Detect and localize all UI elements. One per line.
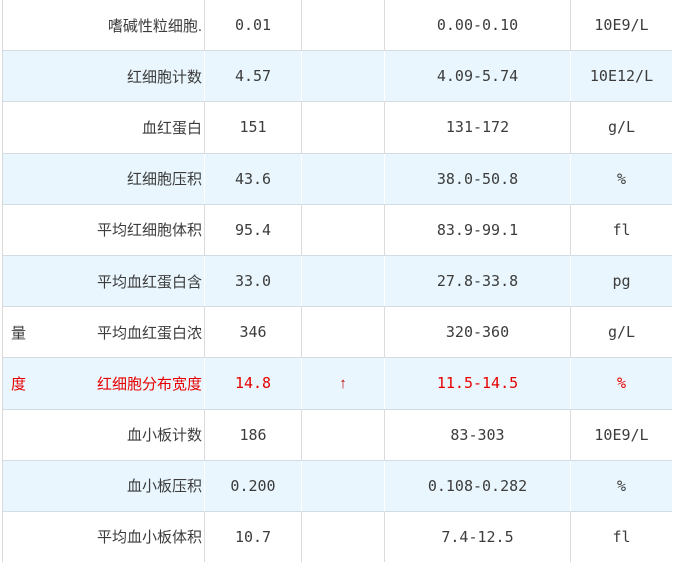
- unit-cell: g/L: [607, 118, 636, 137]
- reference-range-cell: 131-172: [385, 102, 571, 153]
- test-name-label: 平均血红蛋白浓: [96, 324, 202, 342]
- unit-cell: 10E9/L: [594, 425, 649, 444]
- table-row: 量 平均血红蛋白浓 346 320-360 g/L: [3, 307, 672, 359]
- flag-cell: [302, 153, 385, 204]
- test-name-cell: 度 红细胞分布宽度: [3, 358, 205, 409]
- table-row: 血红蛋白 151 131-172 g/L: [3, 102, 672, 154]
- unit-cell: %: [616, 476, 627, 495]
- flag-cell: [302, 307, 385, 358]
- reference-range-cell: 38.0-50.8: [385, 153, 571, 204]
- unit-cell: 10E12/L: [589, 67, 654, 86]
- reference-range-cell: 83-303: [385, 409, 571, 460]
- test-name-cell: 嗜碱性粒细胞.: [3, 0, 205, 51]
- test-name-label: 平均血小板体积: [96, 529, 202, 547]
- result-cell: 43.6: [205, 153, 302, 204]
- reference-range-cell: 320-360: [385, 307, 571, 358]
- unit-cell: fl: [612, 220, 631, 239]
- test-name-cell: 平均血红蛋白含: [3, 255, 205, 307]
- table-row: 平均血小板体积 10.7 7.4-12.5 fl: [3, 511, 672, 562]
- test-name-label: 血红蛋白: [141, 119, 202, 137]
- result-cell: 95.4: [205, 204, 302, 255]
- unit-cell: fl: [612, 527, 631, 546]
- result-cell: 4.57: [205, 51, 302, 102]
- result-cell: 33.0: [205, 255, 302, 307]
- table-row: 平均红细胞体积 95.4 83.9-99.1 fl: [3, 204, 672, 256]
- flag-cell: [302, 511, 385, 562]
- flag-cell: [302, 102, 385, 153]
- table-row: 度 红细胞分布宽度 14.8 ↑ 11.5-14.5 %: [3, 358, 672, 410]
- table-row: 平均血红蛋白含 33.0 27.8-33.8 pg: [3, 255, 672, 308]
- table-row: 红细胞计数 4.57 4.09-5.74 10E12/L: [3, 51, 672, 103]
- unit-cell: g/L: [607, 323, 636, 342]
- table-row: 血小板计数 186 83-303 10E9/L: [3, 409, 672, 461]
- reference-range-cell: 83.9-99.1: [385, 204, 571, 255]
- test-name-cell: 量 平均血红蛋白浓: [3, 307, 205, 358]
- flag-cell: [302, 460, 385, 511]
- test-name-label: 血小板计数: [126, 427, 202, 445]
- result-cell: 186: [205, 409, 302, 460]
- test-name-label: 嗜碱性粒细胞.: [107, 17, 202, 35]
- result-cell: 0.200: [205, 460, 302, 511]
- reference-range-cell: 11.5-14.5: [385, 358, 571, 409]
- flag-cell: [302, 51, 385, 102]
- table-row: 红细胞压积 43.6 38.0-50.8 %: [3, 153, 672, 205]
- test-name-label: 平均血红蛋白含: [96, 273, 202, 291]
- test-name-cell: 血红蛋白: [3, 102, 205, 153]
- table-row: 血小板压积 0.200 0.108-0.282 %: [3, 460, 672, 512]
- test-name-overflow-text: 量: [11, 324, 27, 342]
- reference-range-cell: 0.00-0.10: [385, 0, 571, 51]
- test-name-label: 血小板压积: [126, 478, 202, 496]
- unit-cell: 10E9/L: [594, 16, 649, 35]
- reference-range-cell: 4.09-5.74: [385, 51, 571, 102]
- test-name-label: 平均红细胞体积: [96, 222, 202, 240]
- test-name-overflow-text: 度: [11, 375, 27, 393]
- unit-cell: %: [616, 374, 627, 393]
- table-row: 嗜碱性粒细胞. 0.01 0.00-0.10 10E9/L: [3, 0, 672, 52]
- unit-cell: pg: [612, 272, 631, 291]
- reference-range-cell: 7.4-12.5: [385, 511, 571, 562]
- reference-range-cell: 0.108-0.282: [385, 460, 571, 511]
- result-cell: 0.01: [205, 0, 302, 51]
- test-name-cell: 血小板计数: [3, 409, 205, 460]
- reference-range-cell: 27.8-33.8: [385, 255, 571, 307]
- flag-cell: [302, 409, 385, 460]
- test-name-label: 红细胞压积: [126, 171, 202, 189]
- unit-cell: %: [616, 169, 627, 188]
- test-name-label: 红细胞计数: [126, 68, 202, 86]
- test-name-cell: 平均红细胞体积: [3, 204, 205, 255]
- up-arrow-icon: ↑: [302, 358, 385, 409]
- flag-cell: [302, 255, 385, 307]
- result-cell: 346: [205, 307, 302, 358]
- flag-cell: [302, 204, 385, 255]
- result-cell: 151: [205, 102, 302, 153]
- test-name-label: 红细胞分布宽度: [96, 375, 202, 393]
- test-name-cell: 平均血小板体积: [3, 511, 205, 562]
- test-name-cell: 红细胞计数: [3, 51, 205, 102]
- result-cell: 10.7: [205, 511, 302, 562]
- result-cell: 14.8: [205, 358, 302, 409]
- flag-cell: [302, 0, 385, 51]
- test-name-cell: 血小板压积: [3, 460, 205, 511]
- test-name-cell: 红细胞压积: [3, 153, 205, 204]
